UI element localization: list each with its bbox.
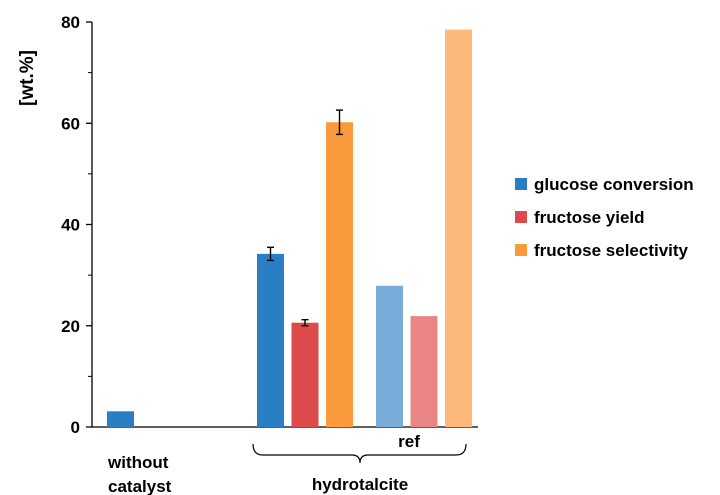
bar-glucose-conversion xyxy=(376,285,403,427)
group-label-hydrotalcite: hydrotalcite xyxy=(312,475,408,494)
error-bars xyxy=(267,109,343,327)
group-label-without-catalyst: without xyxy=(107,453,169,472)
group-labels: without catalyst ref hydrotalcite xyxy=(107,432,467,495)
bar-fructose-yield xyxy=(291,322,319,427)
bar-glucose-conversion xyxy=(257,253,284,427)
y-axis-label: [wt.%] xyxy=(17,50,38,106)
bars xyxy=(107,29,472,428)
legend-label: fructose selectivity xyxy=(534,241,689,260)
y-tick-label: 20 xyxy=(61,317,80,336)
group-label-without-catalyst: catalyst xyxy=(108,477,172,495)
y-tick-label: 40 xyxy=(61,216,80,235)
group-label-ref: ref xyxy=(398,432,420,451)
bar-fructose-selectivity xyxy=(445,29,472,427)
bar-fructose-yield xyxy=(410,316,438,427)
bar-glucose-conversion xyxy=(107,411,134,427)
legend: glucose conversion fructose yield fructose… xyxy=(515,175,694,260)
bar-fructose-selectivity xyxy=(326,122,353,428)
legend-swatch xyxy=(515,178,527,190)
y-tick-label: 80 xyxy=(61,13,80,32)
hydrotalcite-bracket xyxy=(252,443,467,464)
legend-swatch xyxy=(515,244,527,256)
legend-swatch xyxy=(515,211,527,223)
y-tick-label: 60 xyxy=(61,114,80,133)
axes: 0 20 40 60 80 [wt.%] xyxy=(17,13,478,437)
y-tick-label: 0 xyxy=(71,418,80,437)
legend-label: fructose yield xyxy=(534,208,645,227)
legend-label: glucose conversion xyxy=(534,175,694,194)
